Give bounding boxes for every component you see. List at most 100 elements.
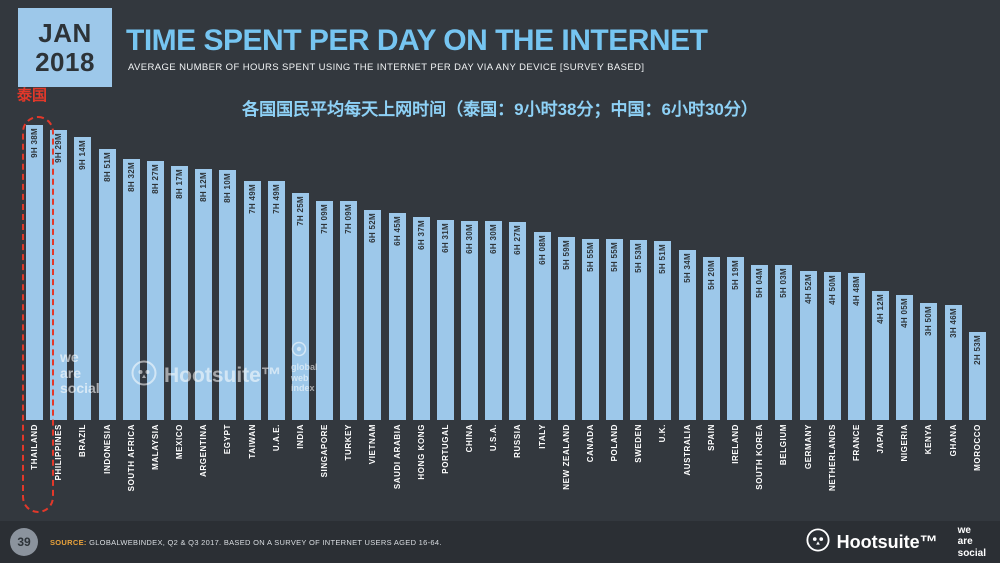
hootsuite-watermark: Hootsuite™ [131, 360, 282, 392]
page-title: TIME SPENT PER DAY ON THE INTERNET [126, 24, 708, 57]
country-label: FRANCE [851, 424, 861, 461]
bar: 2H 53M [968, 332, 986, 420]
bar-value-label: 5H 04M [755, 268, 765, 298]
bar-value-label: 8H 12M [199, 172, 209, 202]
bar-group-new-zealand: 5H 59M NEW ZEALAND [557, 237, 575, 490]
bar-value-label: 7H 25M [295, 196, 305, 226]
chinese-annotation: 各国国民平均每天上网时间（泰国：9小时38分；中国：6小时30分） [242, 100, 758, 119]
bar-value-label: 8H 17M [175, 169, 185, 199]
bar: 5H 03M [775, 265, 793, 420]
page-subtitle: AVERAGE NUMBER OF HOURS SPENT USING THE … [128, 62, 645, 73]
bar-group-south-africa: 8H 32M SOUTH AFRICA [122, 159, 140, 491]
bar: 4H 52M [799, 271, 817, 420]
bar-group-france: 4H 48M FRANCE [847, 273, 865, 461]
bar-group-argentina: 8H 12M ARGENTINA [195, 169, 213, 477]
bar: 9H 14M [74, 137, 92, 420]
bar-value-label: 7H 49M [271, 184, 281, 214]
bar-value-label: 5H 53M [634, 243, 644, 273]
bar-value-label: 6H 31M [440, 223, 450, 253]
watermark-text: social [60, 380, 100, 397]
bar-group-china: 6H 30M CHINA [461, 221, 479, 452]
bar-value-label: 4H 05M [900, 298, 910, 328]
bar-group-morocco: 2H 53M MOROCCO [968, 332, 986, 471]
bar-group-singapore: 7H 09M SINGAPORE [316, 201, 334, 477]
bar: 8H 17M [171, 166, 189, 420]
country-label: SINGAPORE [320, 424, 330, 478]
bar: 5H 19M [726, 257, 744, 420]
bar-value-label: 3H 50M [924, 306, 934, 336]
bar-group-taiwan: 7H 49M TAIWAN [243, 181, 261, 459]
country-label: GERMANY [803, 424, 813, 470]
bar-value-label: 8H 27M [150, 164, 160, 194]
bar-value-label: 5H 20M [706, 260, 716, 290]
bar: 8H 10M [219, 170, 237, 420]
bar-group-egypt: 8H 10M EGYPT [219, 170, 237, 454]
country-label: SOUTH AFRICA [126, 424, 136, 492]
bar-group-kenya: 3H 50M KENYA [920, 303, 938, 454]
bar-value-label: 9H 29M [54, 133, 64, 163]
country-label: MALAYSIA [150, 424, 160, 470]
bar: 9H 29M [50, 130, 68, 420]
bar: 9H 38M [26, 125, 43, 420]
bar-value-label: 6H 30M [489, 224, 499, 254]
bar: 5H 59M [557, 237, 575, 420]
bar-value-label: 6H 30M [465, 224, 475, 254]
bar-value-label: 8H 10M [223, 173, 233, 203]
bar-value-label: 6H 37M [416, 220, 426, 250]
bar-group-russia: 6H 27M RUSSIA [509, 222, 527, 458]
hootsuite-wordmark: Hootsuite™ [836, 531, 938, 552]
thailand-highlight-label: 泰国 [17, 87, 48, 104]
country-label: ARGENTINA [199, 424, 209, 477]
bar: 5H 53M [630, 240, 648, 420]
bar-group-spain: 5H 20M SPAIN [702, 257, 720, 451]
bar-value-label: 8H 32M [126, 162, 136, 192]
bar: 8H 12M [195, 169, 213, 420]
country-label: GHANA [948, 424, 958, 457]
country-label: INDIA [295, 424, 305, 449]
bar: 3H 46M [944, 305, 962, 420]
bar-value-label: 5H 55M [610, 242, 620, 272]
bar-group-thailand: 9H 38M THAILAND [26, 125, 43, 470]
bar: 8H 51M [98, 149, 116, 420]
country-label: KENYA [924, 424, 934, 455]
bar-group-poland: 5H 55M POLAND [606, 239, 624, 461]
hootsuite-logo: Hootsuite™ [806, 527, 938, 557]
bar: 6H 45M [388, 213, 406, 420]
bar: 5H 20M [702, 257, 720, 420]
bar-group-sweden: 5H 53M SWEDEN [630, 240, 648, 463]
bar: 8H 27M [146, 161, 164, 420]
country-label: EGYPT [223, 424, 233, 455]
bar-group-philippines: 9H 29M PHILIPPINES [50, 130, 68, 480]
country-label: SOUTH KOREA [755, 424, 765, 490]
country-label: SPAIN [706, 424, 716, 451]
country-label: CANADA [585, 424, 595, 463]
bar-group-portugal: 6H 31M PORTUGAL [436, 220, 454, 474]
country-label: POLAND [610, 424, 620, 462]
country-label: SWEDEN [634, 424, 644, 463]
date-month: JAN [38, 18, 92, 49]
bar-group-vietnam: 6H 52M VIETNAM [364, 210, 382, 464]
bar-group-ireland: 5H 19M IRELAND [726, 257, 744, 464]
country-label: TURKEY [344, 424, 354, 461]
bar-group-south-korea: 5H 04M SOUTH KOREA [751, 265, 769, 490]
date-year: 2018 [35, 46, 95, 77]
bar: 6H 31M [436, 220, 454, 420]
bar: 6H 37M [412, 217, 430, 420]
bar-group-belgium: 5H 03M BELGIUM [775, 265, 793, 465]
bar-value-label: 5H 34M [682, 253, 692, 283]
bar-group-mexico: 8H 17M MEXICO [171, 166, 189, 459]
bar: 4H 05M [896, 295, 914, 420]
globalwebindex-watermark: global web index [291, 341, 318, 394]
watermark-text: web [291, 372, 309, 383]
bar: 5H 55M [581, 239, 599, 420]
bar-value-label: 3H 46M [948, 308, 958, 338]
bar-value-label: 5H 19M [730, 260, 740, 290]
bar-value-label: 6H 27M [513, 225, 523, 255]
bar: 5H 55M [606, 239, 624, 420]
bar-value-label: 4H 48M [851, 276, 861, 306]
source-note: SOURCE: GLOBALWEBINDEX, Q2 & Q3 2017. BA… [50, 538, 442, 547]
watermark-text: index [291, 383, 315, 394]
bar-value-label: 2H 53M [972, 335, 982, 365]
bar-group-brazil: 9H 14M BRAZIL [74, 137, 92, 457]
